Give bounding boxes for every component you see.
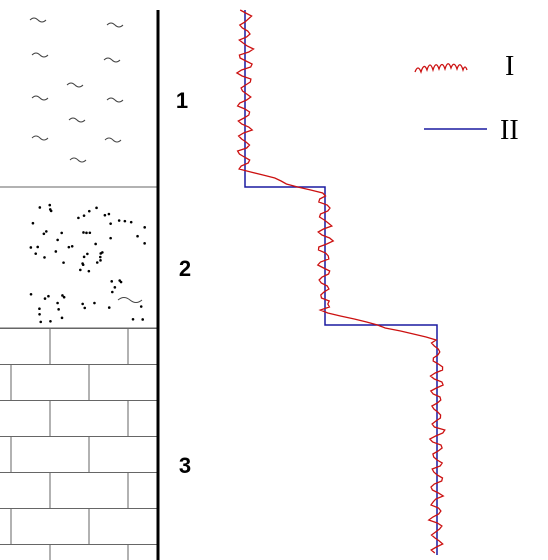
sand-dot [136, 234, 139, 238]
sand-dot [48, 208, 52, 211]
sand-dot [43, 297, 47, 300]
sand-dot [39, 320, 43, 324]
sand-dot [56, 301, 59, 305]
sand-dot [54, 250, 58, 253]
shale-mark [66, 82, 84, 88]
sand-dot [29, 292, 33, 296]
sand-dot [88, 231, 92, 235]
shale-mark [103, 57, 121, 63]
sand-dot [83, 306, 87, 310]
layer-label: 2 [179, 256, 191, 281]
sand-dot [87, 269, 91, 273]
sand-dot [139, 305, 143, 308]
curve-i [235, 9, 446, 554]
sand-dot [107, 306, 111, 309]
sand-dot [56, 238, 59, 242]
shale-mark [68, 117, 86, 123]
sand-dot [36, 245, 39, 249]
shale-mark [106, 97, 124, 103]
sand-dot [123, 219, 127, 223]
sand-dot [129, 220, 133, 224]
sand-dot [103, 213, 107, 217]
sand-dot [67, 245, 71, 249]
shale-mark [106, 22, 124, 28]
shale-mark [104, 137, 122, 143]
sand-dot [85, 231, 88, 235]
legend-label: II [500, 115, 519, 146]
sand-dot [57, 308, 60, 311]
sand-dot [49, 320, 52, 323]
sand-dot [109, 222, 112, 225]
sand-dot [38, 206, 42, 209]
sand-dot [31, 221, 35, 225]
sand-dot [34, 252, 38, 255]
sand-dot [113, 286, 117, 289]
sand-dot [143, 242, 146, 245]
sand-dot [42, 232, 46, 236]
shale-mark [69, 157, 87, 163]
sand-dot [101, 251, 104, 254]
sand-dot [98, 255, 102, 259]
sand-dot [29, 246, 33, 249]
limestone-pattern [0, 328, 157, 560]
sand-dot [81, 302, 84, 306]
layer-label: 3 [179, 453, 191, 478]
shale-mark [31, 52, 49, 58]
sand-dot [43, 256, 46, 259]
sand-dot [87, 209, 91, 213]
sand-dot [38, 307, 41, 311]
sand-dot [38, 312, 41, 316]
shale-mark [31, 135, 49, 141]
sand-dot [99, 259, 102, 262]
sand-dot [95, 261, 99, 264]
sand-dot [117, 219, 121, 222]
sand-dot [86, 252, 89, 256]
sand-dot [141, 318, 144, 321]
sand-dot [62, 295, 66, 299]
sand-dot [82, 214, 86, 217]
sand-dot [60, 316, 64, 320]
sand-dot [95, 206, 98, 210]
sand-dot [48, 203, 52, 207]
sand-dot [94, 242, 97, 246]
legend-swatch-i [414, 63, 468, 75]
sand-dot [93, 301, 96, 305]
sand-dot [47, 294, 50, 298]
layer-label: 1 [176, 88, 188, 113]
sand-dot [60, 231, 63, 235]
sand-dot [62, 261, 65, 264]
sand-dot [81, 262, 84, 265]
sand-dot [82, 231, 85, 234]
sand-dot [107, 212, 111, 216]
sand-dot [61, 294, 64, 297]
lithology-column [0, 10, 160, 560]
sand-dot [111, 290, 114, 294]
sand-dot [131, 317, 135, 321]
sand-dot [110, 280, 114, 283]
sand-dot [77, 216, 80, 220]
legend-label: I [505, 51, 514, 82]
sand-dot [70, 245, 74, 248]
sand-dot [45, 230, 48, 233]
shale-mark [29, 17, 47, 23]
sand-dot [143, 226, 146, 229]
sand-dot [79, 268, 82, 272]
sand-dot [109, 236, 112, 240]
shale-mark [31, 95, 49, 101]
sand-dot [82, 255, 86, 259]
sand-dot [118, 279, 121, 282]
shale-mark [117, 297, 143, 303]
